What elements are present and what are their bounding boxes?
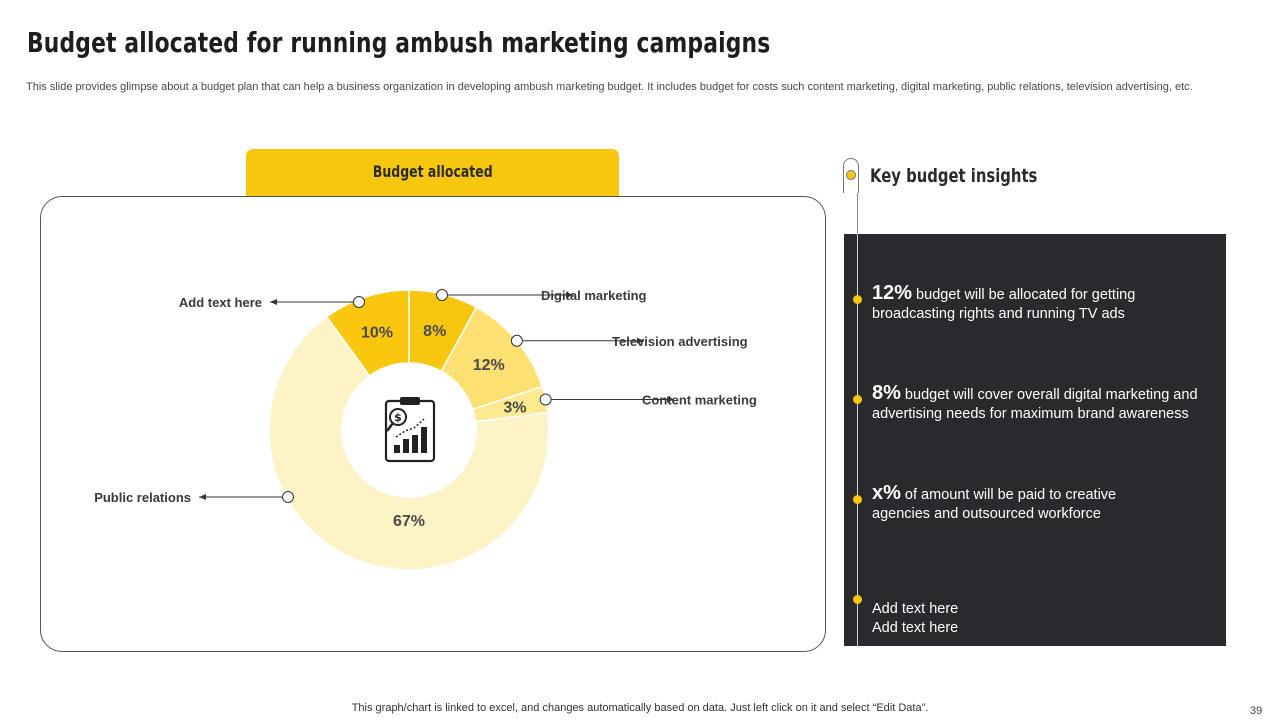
insights-panel: 12% budget will be allocated for getting…	[844, 234, 1226, 646]
footer-note: This graph/chart is linked to excel, and…	[0, 702, 1280, 714]
insight-item-1: 12% budget will be allocated for getting…	[872, 282, 1212, 324]
page-subtitle: This slide provides glimpse about a budg…	[26, 81, 1193, 93]
icon-dollar-glyph: $	[394, 411, 402, 424]
slice-public-relations	[268, 315, 550, 571]
insights-title: Key budget insights	[870, 165, 1038, 187]
icon-magnifier-handle	[386, 422, 394, 432]
value-label-digital-marketing: 8%	[423, 323, 446, 340]
budget-clipboard-chart-icon: $	[384, 397, 436, 463]
leader-dot-add-text-here	[353, 296, 365, 308]
insight-item-4: Add text here Add text here	[872, 581, 1212, 638]
value-label-add-text-here: 10%	[361, 325, 393, 342]
icon-bar-4	[421, 427, 427, 453]
insights-marker-dot	[847, 171, 855, 179]
chart-tab-label: Budget allocated	[372, 162, 493, 181]
icon-bar-2	[403, 439, 409, 453]
chart-tab-header: Budget allocated	[246, 149, 619, 197]
insight-text-1: budget will be allocated for getting bro…	[872, 287, 1136, 322]
insight-text-3: of amount will be paid to creative agenc…	[872, 487, 1117, 522]
chart-panel: 8% Digital marketing 12% Television adverti…	[40, 196, 826, 652]
leader-dot-content-marketing	[539, 393, 552, 406]
insight-bullet-3	[853, 495, 862, 504]
leader-dot-public-relations	[282, 491, 294, 503]
insight-bullet-4	[853, 595, 862, 604]
icon-bar-3	[412, 435, 418, 453]
insights-panel-line	[857, 234, 858, 646]
icon-coin	[389, 408, 407, 426]
icon-bar-1	[394, 445, 400, 453]
value-label-public-relations: 67%	[393, 513, 425, 530]
insight-bullet-1	[853, 295, 862, 304]
footer-note-text: This graph/chart is linked to excel, and…	[351, 702, 929, 714]
category-label-content-marketing: Content marketing	[642, 392, 757, 407]
insight-item-2: 8% budget will cover overall digital mar…	[872, 382, 1212, 424]
page-number: 39	[1250, 705, 1263, 717]
leader-dot-digital-marketing	[436, 289, 448, 301]
category-label-public-relations: Public relations	[94, 490, 191, 505]
insight-text-4: Add text here Add text here	[872, 601, 959, 636]
insight-bullet-2	[853, 395, 862, 404]
value-label-television-advertising: 12%	[473, 357, 505, 374]
value-label-content-marketing: 3%	[503, 399, 526, 416]
icon-trend-line	[395, 418, 425, 438]
category-label-digital-marketing: Digital marketing	[541, 288, 647, 303]
category-label-television-advertising: Television advertising	[612, 334, 748, 349]
page-title: Budget allocated for running ambush mark…	[27, 26, 771, 59]
slice-add-text-here	[325, 289, 410, 377]
insight-pct-3: x%	[872, 482, 901, 504]
insight-text-2: budget will cover overall digital market…	[872, 387, 1198, 422]
insight-pct-2: 8%	[872, 382, 901, 404]
insight-pct-1: 12%	[872, 282, 913, 304]
clipboard-clip	[400, 397, 420, 405]
category-label-add-text-here: Add text here	[179, 295, 262, 310]
leader-dot-television-advertising	[510, 334, 523, 347]
insights-header-marker	[843, 158, 859, 193]
insight-item-3: x% of amount will be paid to creative ag…	[872, 482, 1122, 524]
budget-donut-chart[interactable]: 8% Digital marketing 12% Television adverti…	[41, 197, 825, 651]
